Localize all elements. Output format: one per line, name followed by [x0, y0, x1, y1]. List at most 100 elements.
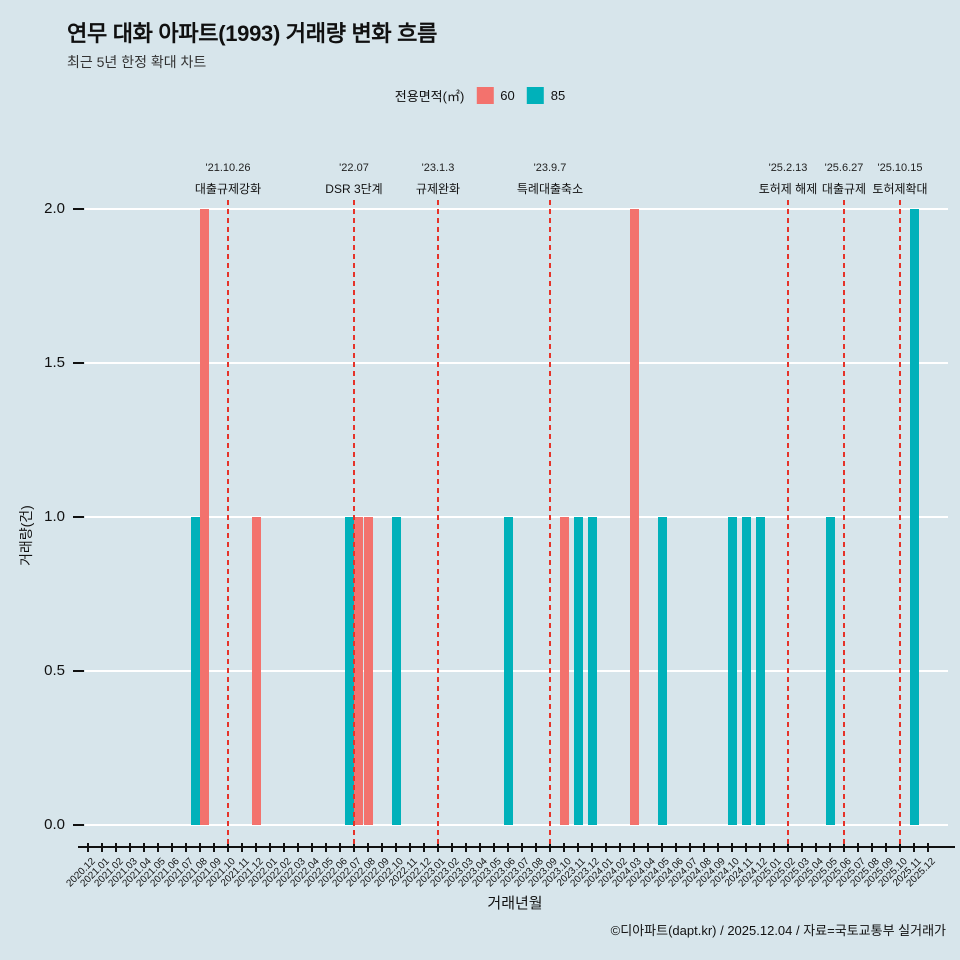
x-tick [395, 843, 397, 852]
x-tick [703, 843, 705, 852]
x-tick [661, 843, 663, 852]
x-tick [689, 843, 691, 852]
bar-85-2023.11 [573, 517, 583, 825]
gridline [85, 208, 948, 210]
y-tick [73, 516, 84, 518]
x-tick [717, 843, 719, 852]
x-tick [325, 843, 327, 852]
legend-item-60: 60 [476, 87, 515, 104]
bar-85-2024.12 [755, 517, 765, 825]
event-label: 토허제확대 [872, 182, 928, 196]
x-tick [185, 843, 187, 852]
x-tick [605, 843, 607, 852]
page-subtitle: 최근 5년 한정 확대 차트 [67, 54, 207, 70]
x-tick [507, 843, 509, 852]
x-tick [297, 843, 299, 852]
x-tick [381, 843, 383, 852]
x-tick [913, 843, 915, 852]
event-date: '21.10.26 [205, 162, 251, 174]
x-tick [451, 843, 453, 852]
bar-85-2023.12 [587, 517, 597, 825]
x-tick [675, 843, 677, 852]
x-tick [409, 843, 411, 852]
y-tick [73, 362, 84, 364]
event-line [437, 200, 439, 848]
gridline [85, 516, 948, 518]
x-tick [577, 843, 579, 852]
bar-85-2024.11 [741, 517, 751, 825]
x-tick [241, 843, 243, 852]
event-line [787, 200, 789, 848]
x-tick [801, 843, 803, 852]
x-tick [759, 843, 761, 852]
page-title: 연무 대화 아파트(1993) 거래량 변화 흐름 [67, 21, 438, 46]
legend-title: 전용면적(㎡) [394, 89, 465, 104]
x-tick [101, 843, 103, 852]
x-tick [535, 843, 537, 852]
x-tick [115, 843, 117, 852]
gridline [85, 670, 948, 672]
x-tick [927, 843, 929, 852]
x-tick [591, 843, 593, 852]
legend-item-85: 85 [526, 87, 566, 104]
bar-60-2022.07 [354, 517, 363, 825]
event-line [549, 200, 551, 848]
bar-60-2024.03 [629, 209, 639, 825]
bar-85-2024.05 [657, 517, 667, 825]
legend: 전용면적(㎡) 60 85 [395, 86, 565, 105]
footer-credit: ©디아파트(dapt.kr) / 2025.12.04 / 자료=국토교통부 실… [610, 923, 946, 938]
y-tick-label: 2.0 [44, 200, 65, 217]
x-tick [465, 843, 467, 852]
x-tick [815, 843, 817, 852]
x-tick [479, 843, 481, 852]
x-tick [283, 843, 285, 852]
event-line [353, 200, 355, 848]
x-axis-line [78, 846, 955, 848]
legend-swatch-85 [526, 87, 544, 104]
x-tick [143, 843, 145, 852]
event-label: 대출규제강화 [194, 182, 262, 196]
y-tick [73, 824, 84, 826]
x-tick [773, 843, 775, 852]
x-tick [745, 843, 747, 852]
event-label: 토허제 해제 [758, 182, 818, 196]
y-tick-label: 0.5 [44, 662, 65, 679]
event-label: DSR 3단계 [325, 182, 383, 196]
x-tick [521, 843, 523, 852]
event-label: 규제완화 [415, 182, 461, 196]
bar-85-2022.07 [345, 517, 354, 825]
event-line [899, 200, 901, 848]
event-line [227, 200, 229, 848]
x-tick [213, 843, 215, 852]
x-tick [423, 843, 425, 852]
bar-60-2023.10 [559, 517, 569, 825]
x-tick [493, 843, 495, 852]
x-tick [339, 843, 341, 852]
bar-85-2025.05 [825, 517, 835, 825]
event-label: 대출규제 [821, 182, 867, 196]
x-tick [857, 843, 859, 852]
x-axis-title: 거래년월 [487, 895, 543, 912]
legend-item-label: 60 [500, 88, 515, 103]
event-date: '22.07 [339, 162, 369, 174]
event-line [843, 200, 845, 848]
x-tick [311, 843, 313, 852]
x-tick [269, 843, 271, 852]
y-tick-label: 1.0 [44, 508, 65, 525]
x-tick [647, 843, 649, 852]
bar-85-2023.06 [503, 517, 513, 825]
event-date: '25.2.13 [768, 162, 808, 174]
bar-85-2021.08 [191, 517, 200, 825]
bar-85-2025.11 [909, 209, 919, 825]
x-tick [871, 843, 873, 852]
x-tick [171, 843, 173, 852]
y-tick-label: 1.5 [44, 354, 65, 371]
event-date: '23.1.3 [421, 162, 455, 174]
event-date: '25.10.15 [877, 162, 923, 174]
gridline [85, 824, 948, 826]
x-tick [199, 843, 201, 852]
legend-item-label: 85 [550, 88, 566, 103]
legend-swatch-60 [476, 87, 494, 104]
